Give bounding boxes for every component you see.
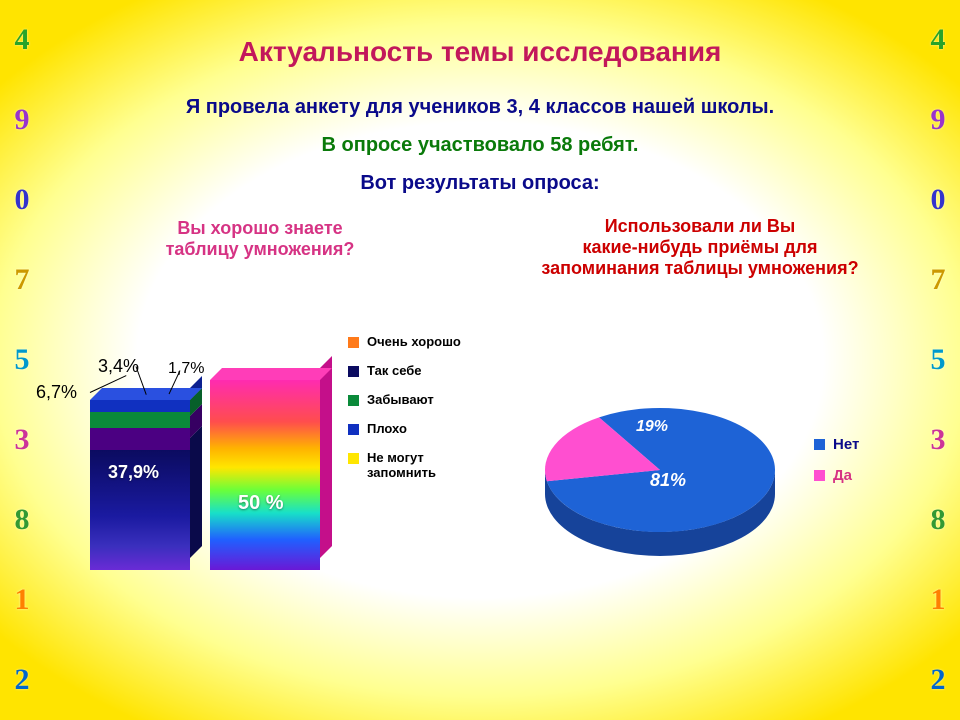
legend-label: Не могутзапомнить	[367, 450, 436, 480]
legend-swatch	[348, 366, 359, 377]
chart-callout: 1,7%	[168, 360, 204, 378]
legend-item: Не могутзапомнить	[348, 450, 461, 480]
decor-digit: 7	[15, 263, 30, 297]
chart-segment	[210, 380, 320, 570]
chart-column: 37,9%6,7%3,4%1,7%	[90, 400, 190, 570]
pie-value-label: 19%	[636, 418, 668, 436]
legend-item: Нет	[814, 436, 859, 453]
legend-label: Нет	[833, 436, 859, 453]
decor-digit: 1	[931, 583, 946, 617]
column-chart: 37,9%6,7%3,4%1,7% 50 %	[90, 370, 340, 570]
decor-digit: 2	[15, 663, 30, 697]
legend-item: Да	[814, 467, 859, 484]
legend-swatch	[348, 424, 359, 435]
chart-segment	[90, 400, 190, 412]
legend-item: Забывают	[348, 392, 461, 407]
legend-label: Плохо	[367, 421, 407, 436]
question-2: Использовали ли Выкакие-нибудь приёмы дл…	[520, 216, 880, 279]
decor-digit: 3	[15, 423, 30, 457]
chart-callout: 6,7%	[36, 382, 77, 403]
decor-digit: 1	[15, 583, 30, 617]
legend-swatch	[348, 395, 359, 406]
legend-swatch	[814, 439, 825, 450]
decor-digit: 7	[931, 263, 946, 297]
decor-digit: 5	[931, 343, 946, 377]
page-title: Актуальность темы исследования	[0, 36, 960, 68]
legend-swatch	[814, 470, 825, 481]
chart-column: 50 %	[210, 380, 320, 570]
pie-chart-legend: Нет Да	[814, 436, 859, 498]
chart-value-label: 37,9%	[108, 462, 159, 483]
legend-label: Очень хорошо	[367, 334, 461, 349]
legend-item: Так себе	[348, 363, 461, 378]
chart-segment	[90, 412, 190, 428]
pie-value-label: 81%	[650, 470, 686, 491]
decor-digit: 8	[15, 503, 30, 537]
decor-digit: 5	[15, 343, 30, 377]
legend-label: Забывают	[367, 392, 434, 407]
column-chart-legend: Очень хорошо Так себе Забывают Плохо Не могу…	[348, 334, 461, 494]
legend-item: Очень хорошо	[348, 334, 461, 349]
legend-label: Да	[833, 467, 852, 484]
decor-digit: 3	[931, 423, 946, 457]
question-1: Вы хорошо знаететаблицу умножения?	[130, 218, 390, 260]
legend-swatch	[348, 453, 359, 464]
legend-swatch	[348, 337, 359, 348]
pie-chart: 81% 19%	[525, 388, 795, 576]
chart-segment	[90, 428, 190, 450]
chart-callout: 3,4%	[98, 356, 139, 377]
subtitle-line: Вот результаты опроса:	[0, 172, 960, 195]
decor-digit: 2	[931, 663, 946, 697]
subtitle-line: Я провела анкету для учеников 3, 4 класс…	[0, 96, 960, 119]
legend-label: Так себе	[367, 363, 422, 378]
decor-digit: 8	[931, 503, 946, 537]
chart-value-label: 50 %	[238, 492, 284, 515]
legend-item: Плохо	[348, 421, 461, 436]
subtitle-line: В опросе участвовало 58 ребят.	[0, 134, 960, 157]
